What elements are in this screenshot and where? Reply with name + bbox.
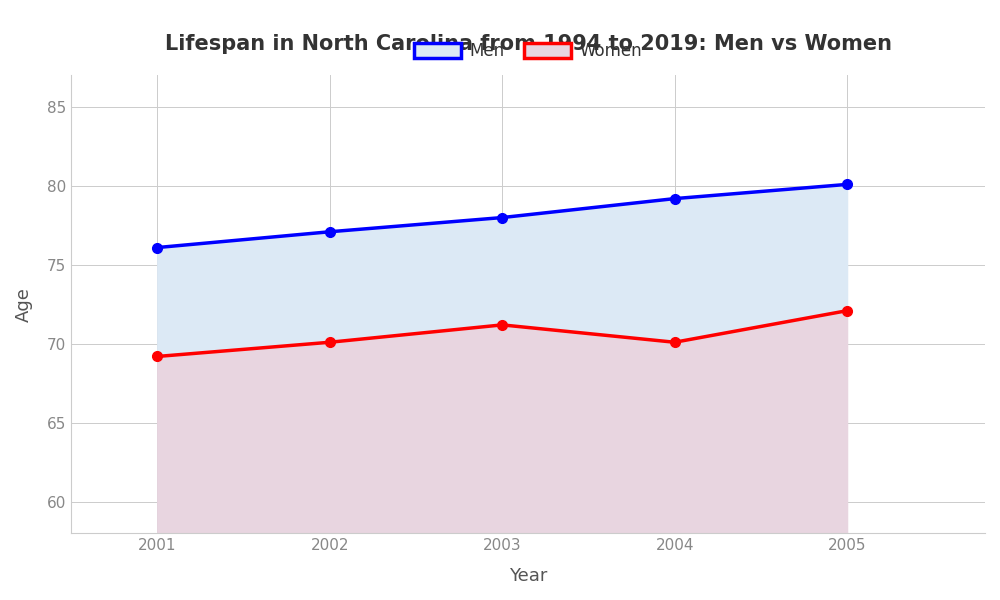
Legend: Men, Women: Men, Women (406, 34, 650, 68)
Y-axis label: Age: Age (15, 287, 33, 322)
Title: Lifespan in North Carolina from 1994 to 2019: Men vs Women: Lifespan in North Carolina from 1994 to … (165, 34, 892, 55)
X-axis label: Year: Year (509, 567, 547, 585)
